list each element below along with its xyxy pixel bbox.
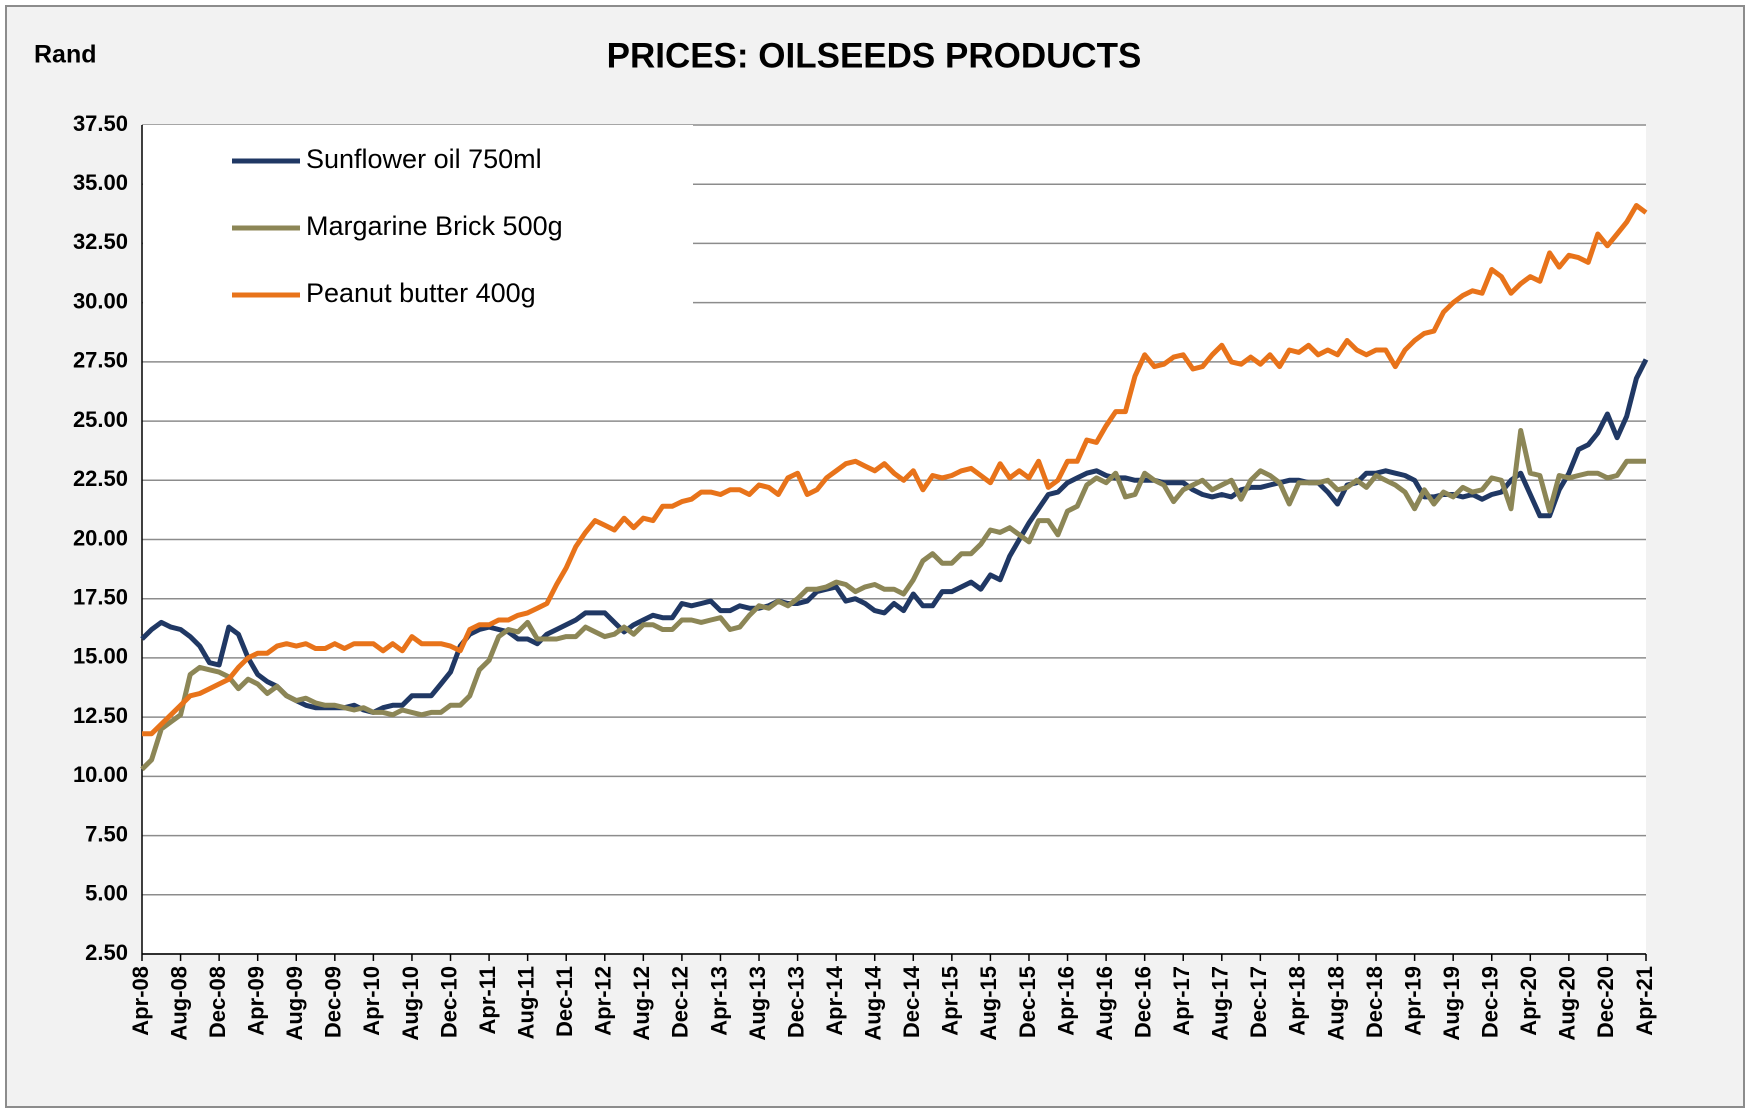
x-tick-label: Apr-12 [591, 966, 616, 1036]
x-tick-label: Aug-12 [629, 966, 654, 1041]
x-tick-label: Apr-13 [706, 966, 731, 1036]
x-tick-label: Aug-09 [282, 966, 307, 1041]
x-tick-label: Aug-20 [1555, 966, 1580, 1041]
y-tick-label: 2.50 [85, 940, 128, 965]
legend-background [143, 125, 693, 325]
x-tick-label: Apr-21 [1632, 966, 1657, 1036]
x-tick-label: Dec-09 [321, 966, 346, 1038]
x-tick-label: Apr-09 [244, 966, 269, 1036]
x-tick-label: Apr-16 [1053, 966, 1078, 1036]
legend-label: Margarine Brick 500g [306, 211, 563, 241]
x-tick-label: Apr-10 [359, 966, 384, 1036]
x-tick-label: Aug-14 [861, 965, 886, 1040]
x-tick-label: Dec-13 [783, 966, 808, 1038]
x-tick-label: Aug-10 [398, 966, 423, 1041]
y-tick-label: 10.00 [73, 762, 128, 787]
x-tick-label: Dec-14 [899, 965, 924, 1038]
x-tick-label: Dec-20 [1593, 966, 1618, 1038]
y-axis-label: Rand [34, 41, 97, 69]
y-tick-label: 25.00 [73, 407, 128, 432]
x-tick-label: Apr-20 [1516, 966, 1541, 1036]
x-tick-label: Apr-18 [1285, 966, 1310, 1036]
y-tick-label: 37.50 [73, 111, 128, 136]
x-tick-label: Apr-17 [1169, 966, 1194, 1036]
legend-label: Sunflower oil 750ml [306, 144, 542, 174]
x-tick-label: Apr-15 [938, 966, 963, 1036]
x-tick-label: Dec-08 [205, 966, 230, 1038]
y-tick-label: 32.50 [73, 229, 128, 254]
x-tick-label: Apr-19 [1400, 966, 1425, 1036]
y-tick-label: 27.50 [73, 348, 128, 373]
x-tick-label: Aug-08 [166, 966, 191, 1041]
x-tick-label: Aug-16 [1092, 966, 1117, 1041]
x-tick-label: Aug-13 [745, 966, 770, 1041]
series-line [140, 358, 1649, 715]
y-tick-label: 17.50 [73, 585, 128, 610]
legend-label: Peanut butter 400g [306, 278, 536, 308]
x-tick-label: Aug-18 [1323, 966, 1348, 1041]
x-tick-label: Apr-08 [128, 966, 153, 1036]
y-tick-label: 35.00 [73, 170, 128, 195]
y-tick-label: 30.00 [73, 288, 128, 313]
x-tick-label: Dec-19 [1478, 966, 1503, 1038]
x-tick-label: Aug-11 [513, 966, 538, 1039]
x-tick-label: Dec-11 [552, 966, 577, 1037]
x-tick-label: Dec-18 [1362, 966, 1387, 1038]
y-tick-label: 12.50 [73, 703, 128, 728]
x-tick-label: Dec-15 [1015, 966, 1040, 1038]
y-tick-label: 20.00 [73, 525, 128, 550]
series-line [140, 428, 1646, 772]
x-tick-label: Aug-17 [1208, 966, 1233, 1041]
x-tick-label: Dec-12 [668, 966, 693, 1038]
x-tick-label: Apr-11 [475, 966, 500, 1034]
x-tick-label: Dec-16 [1130, 966, 1155, 1038]
y-tick-label: 7.50 [85, 821, 128, 846]
x-tick-label: Apr-14 [822, 965, 847, 1035]
x-tick-label: Aug-19 [1439, 966, 1464, 1041]
chart-title: PRICES: OILSEEDS PRODUCTS [607, 36, 1142, 75]
x-tick-label: Dec-10 [436, 966, 461, 1038]
x-tick-label: Aug-15 [976, 966, 1001, 1041]
x-tick-label: Dec-17 [1246, 966, 1271, 1038]
y-tick-label: 5.00 [85, 881, 128, 906]
series-line [142, 203, 1648, 737]
y-tick-label: 22.50 [73, 466, 128, 491]
y-tick-label: 15.00 [73, 644, 128, 669]
